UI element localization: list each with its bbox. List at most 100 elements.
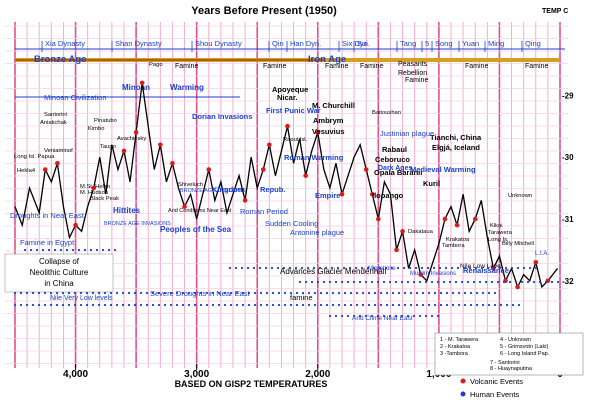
timeline-dot <box>325 291 329 295</box>
timeline-dot <box>59 248 63 252</box>
timeline-dot <box>355 291 359 295</box>
timeline-dot <box>318 266 322 270</box>
timeline-dot <box>229 291 233 295</box>
timeline-dot <box>538 280 542 284</box>
event-label: Repub. <box>260 185 285 194</box>
x-tick-label: 2,000 <box>305 369 330 380</box>
timeline-dot <box>534 266 538 270</box>
timeline-dot <box>517 303 521 307</box>
timeline-dot <box>415 303 419 307</box>
volcano-dot <box>369 191 375 197</box>
timeline-dot <box>403 303 407 307</box>
volcano-dot <box>206 167 212 172</box>
timeline-dot <box>436 314 440 318</box>
timeline-dot <box>421 291 425 295</box>
timeline-dot <box>79 291 83 295</box>
timeline-dot <box>187 291 191 295</box>
timeline-dot <box>396 266 400 270</box>
event-label: Sudden Cooling <box>265 219 318 228</box>
timeline-dot <box>127 291 131 295</box>
label-iron-age: Iron Age <box>308 54 346 65</box>
volcano-dot <box>315 130 321 135</box>
legend-item: 8 - Huaynaputina <box>490 366 533 372</box>
legend-volcanic-label: Volcanic Events <box>470 377 523 386</box>
timeline-dot <box>402 266 406 270</box>
timeline-dot <box>418 280 422 284</box>
timeline-dot <box>382 314 386 318</box>
timeline-dot <box>474 266 478 270</box>
timeline-dot <box>133 303 137 307</box>
timeline-dot <box>37 303 41 307</box>
volcano-label: Long Is. <box>488 237 509 243</box>
timeline-dot <box>300 266 304 270</box>
y-axis-label: TEMP C <box>542 8 568 15</box>
timeline-dot <box>390 266 394 270</box>
event-label: Advances Glacier Mendenhall <box>280 267 387 276</box>
timeline-dot <box>307 291 311 295</box>
event-label: Hittites <box>113 206 141 215</box>
label-rebellion: Rebellion <box>398 70 427 77</box>
legend-item: 6 - Long Island Pap. <box>500 351 550 357</box>
dynasty-label: Qin <box>272 39 284 48</box>
famine-label: Famine <box>360 63 383 70</box>
x-tick-label: 3,000 <box>184 369 209 380</box>
timeline-dot <box>354 266 358 270</box>
timeline-dot <box>334 280 338 284</box>
timeline-dot <box>514 280 518 284</box>
timeline-dot <box>526 280 530 284</box>
event-label: Peoples of the Sea <box>160 225 232 234</box>
volcano-label: Kuril <box>423 179 440 188</box>
timeline-dot <box>83 248 87 252</box>
timeline-dot <box>31 303 35 307</box>
timeline-dot <box>115 291 119 295</box>
timeline-dot <box>456 266 460 270</box>
volcano-dot <box>133 130 139 135</box>
timeline-dot <box>378 266 382 270</box>
volcano-dot <box>400 229 405 234</box>
timeline-dot <box>475 291 479 295</box>
timeline-dot <box>61 291 65 295</box>
timeline-dot <box>282 266 286 270</box>
timeline-dot <box>322 280 326 284</box>
timeline-dot <box>264 266 268 270</box>
timeline-dot <box>379 291 383 295</box>
event-label: famine <box>290 293 313 302</box>
timeline-dot <box>433 303 437 307</box>
timeline-dot <box>13 291 17 295</box>
timeline-dot <box>193 303 197 307</box>
timeline-dot <box>343 303 347 307</box>
event-label: Migrations <box>368 266 396 272</box>
timeline-dot <box>229 303 233 307</box>
volcano-label: Tianchi, China <box>430 133 482 142</box>
timeline-dot <box>373 303 377 307</box>
timeline-dot <box>65 248 69 252</box>
volcano-dot <box>454 222 460 228</box>
timeline-dot <box>312 266 316 270</box>
timeline-dot <box>301 303 305 307</box>
timeline-dot <box>89 248 93 252</box>
timeline-dot <box>349 291 353 295</box>
timeline-dot <box>187 303 191 307</box>
timeline-dot <box>211 303 215 307</box>
timeline-dot <box>133 291 137 295</box>
timeline-dot <box>406 280 410 284</box>
timeline-dot <box>328 280 332 284</box>
timeline-dot <box>486 266 490 270</box>
volcano-dot <box>42 167 48 172</box>
timeline-dot <box>283 303 287 307</box>
volcano-dot <box>394 247 399 253</box>
timeline-dot <box>334 314 338 318</box>
timeline-dot <box>379 303 383 307</box>
timeline-dot <box>337 291 341 295</box>
timeline-dot <box>211 291 215 295</box>
volcano-dot <box>121 148 127 154</box>
timeline-dot <box>424 280 428 284</box>
timeline-dot <box>73 303 77 307</box>
timeline-dot <box>403 291 407 295</box>
timeline-dot <box>391 303 395 307</box>
timeline-dot <box>487 291 491 295</box>
event-label: Muslim Invasions <box>410 271 456 277</box>
timeline-dot <box>223 303 227 307</box>
timeline-dot <box>163 291 167 295</box>
